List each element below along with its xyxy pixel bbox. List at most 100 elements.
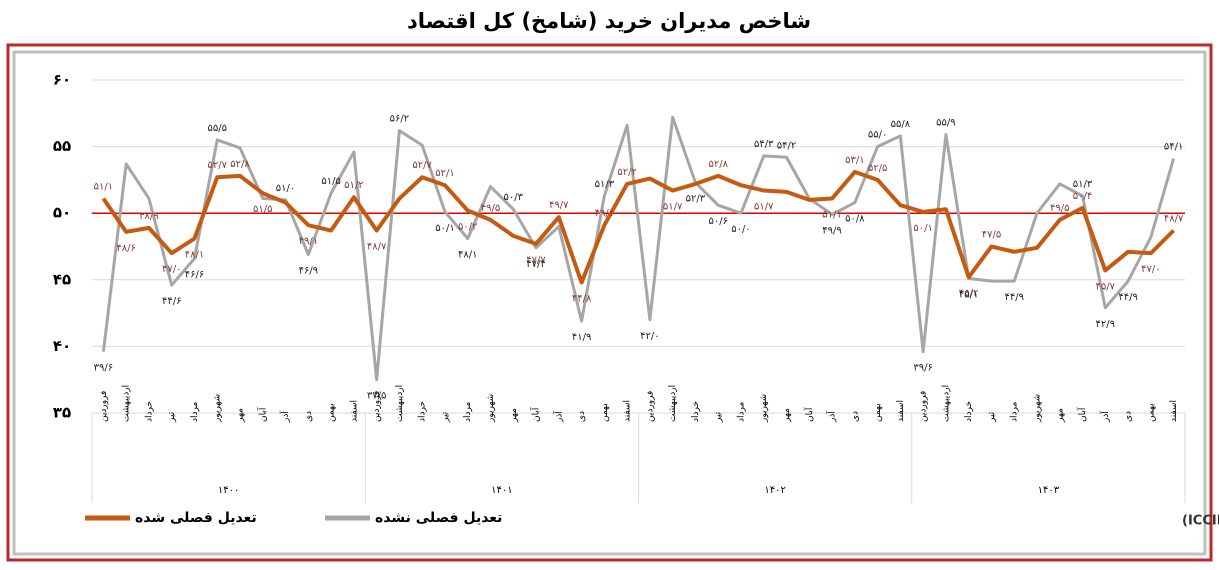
value-label: ۴۴/۶ [162,296,181,307]
value-label: ۵۰/۳ [504,192,524,203]
value-label: ۴۴/۹ [1004,292,1023,303]
value-label: ۵۲/۵ [868,163,887,174]
y-tick-label: ۳۵ [53,404,71,422]
value-label: ۵۴/۳ [754,139,774,150]
value-label: ۵۱/۱ [94,182,113,193]
legend-label: تعدیل فصلی شده [135,510,257,526]
value-label: ۴۸/۱ [458,250,477,261]
x-tick-label: اسفند [623,400,633,422]
value-label: ۵۱/۲ [344,180,363,191]
x-tick-label: اردیبهشت [668,385,678,422]
series-line [101,169,1176,285]
x-tick-label: اردیبهشت [122,385,132,422]
value-label: ۵۱/۷ [663,202,683,213]
value-label: ۵۲/۸ [708,159,728,170]
value-label: ۵۱/۵ [321,176,340,187]
value-label: ۴۱/۹ [572,332,591,343]
value-label: ۴۷/۰ [162,264,181,275]
value-label: ۵۲/۱ [435,168,454,179]
legend-label: تعدیل فصلی نشده [375,510,502,526]
value-label: ۵۵/۹ [936,118,955,129]
year-label: ۱۴۰۱ [491,485,512,496]
x-tick-label: فروردین [99,391,109,422]
value-label: ۴۶/۹ [299,265,318,276]
x-tick-label: مرداد [736,402,746,422]
y-tick-label: ۵۰ [53,204,71,222]
value-label: ۴۷/۰ [1141,264,1160,275]
value-label: ۵۴/۲ [777,140,796,151]
x-tick-label: شهریور [213,394,223,423]
value-label: ۴۸/۶ [116,243,135,254]
x-tick-label: آذر [826,411,838,423]
x-tick-label: بهمن [1146,403,1156,422]
chart-title: شاخص مدیران خرید (شامخ) کل اقتصاد [407,9,811,33]
value-label: ۴۹/۵ [481,203,500,214]
value-label: ۵۶/۲ [390,114,409,125]
x-tick-label: آبان [530,407,542,422]
x-tick-label: مرداد [463,402,473,422]
value-label: ۴۶/۶ [185,269,204,280]
x-tick-label: اردیبهشت [395,385,405,422]
x-tick-label: بهمن [873,403,883,422]
x-tick-label: آذر [1099,411,1111,423]
outer-frame [6,43,1213,562]
value-label: ۵۰/۱ [435,223,454,234]
value-label: ۵۲/۲ [617,167,636,178]
x-tick-label: مرداد [1010,402,1020,422]
value-label: ۵۱/۵ [253,204,272,215]
x-tick-label: آذر [279,411,291,423]
value-label: ۵۱/۷ [754,202,774,213]
value-label: ۴۴/۹ [1118,292,1137,303]
year-label: ۱۴۰۰ [218,485,239,496]
y-tick-label: ۴۰ [53,337,71,355]
value-label: ۳۷/۵ [367,391,386,402]
value-label: ۵۰/۴ [1073,191,1092,202]
value-label: ۴۹/۱ [299,236,318,247]
x-tick-label: شهریور [486,394,496,423]
value-label: ۵۱/۳ [1073,179,1093,190]
value-label: ۵۰/۸ [845,214,865,225]
value-label: ۴۷/۵ [982,230,1001,241]
value-label: ۵۵/۵ [207,123,226,134]
value-label: ۵۴/۱ [1164,142,1183,153]
x-tick-label: بهمن [327,403,337,422]
value-label: ۵۰/۶ [708,216,727,227]
year-label: ۱۴۰۲ [764,485,785,496]
value-label: ۴۲/۹ [1096,319,1115,330]
x-tick-label: آذر [552,411,564,423]
value-label: ۴۴/۸ [572,293,592,304]
x-tick-label: مهر [782,408,792,423]
value-label: ۴۲/۰ [640,331,659,342]
x-tick-label: فروردین [645,391,655,422]
x-tick-label: تیر [987,411,997,423]
value-label: ۳۹/۶ [94,363,113,374]
value-label: ۴۷/۷ [526,255,546,266]
x-tick-label: آبان [803,407,815,422]
value-label: ۵۱/۰ [276,183,295,194]
value-label: ۳۹/۶ [913,363,932,374]
value-label: ۵۲/۷ [207,160,227,171]
y-tick-label: ۶۰ [53,71,71,89]
x-tick-label: تیر [440,411,450,423]
x-tick-label: دی [304,411,314,422]
value-label: ۴۹/۷ [549,200,569,211]
value-label: ۴۹/۹ [822,226,841,237]
x-tick-label: خرداد [964,401,974,422]
x-tick-label: اسفند [349,400,359,422]
value-label: ۵۵/۰ [868,130,887,141]
value-label: ۵۵/۸ [891,119,911,130]
year-label: ۱۴۰۳ [1038,485,1060,496]
value-label: ۵۳/۱ [845,155,864,166]
x-tick-label: شهریور [759,394,769,423]
x-tick-label: مهر [1055,408,1065,423]
value-label: ۵۲/۳ [686,194,706,205]
value-label: ۵۱/۱ [822,210,841,221]
x-tick-label: مهر [509,408,519,423]
x-tick-label: آبان [1076,407,1088,422]
value-label: ۵۰/۰ [731,224,750,235]
x-tick-label: اردیبهشت [941,385,951,422]
value-label: ۵۲/۷ [412,160,432,171]
x-tick-label: دی [577,411,587,422]
x-tick-label: شهریور [1032,394,1042,423]
